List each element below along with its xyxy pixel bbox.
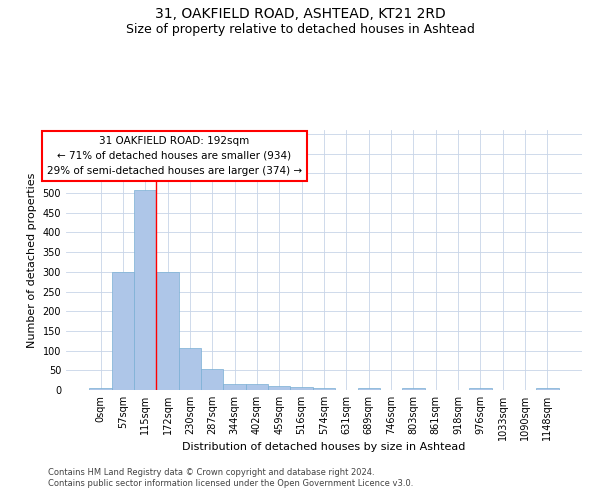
Bar	[246, 384, 268, 390]
Text: Contains HM Land Registry data © Crown copyright and database right 2024.
Contai: Contains HM Land Registry data © Crown c…	[48, 468, 413, 487]
Y-axis label: Number of detached properties: Number of detached properties	[27, 172, 37, 348]
Text: Size of property relative to detached houses in Ashtead: Size of property relative to detached ho…	[125, 22, 475, 36]
Bar	[201, 369, 223, 390]
Bar	[268, 386, 290, 390]
Text: Distribution of detached houses by size in Ashtead: Distribution of detached houses by size …	[182, 442, 466, 452]
Text: 31 OAKFIELD ROAD: 192sqm
← 71% of detached houses are smaller (934)
29% of semi-: 31 OAKFIELD ROAD: 192sqm ← 71% of detach…	[47, 136, 302, 175]
Bar	[536, 388, 559, 390]
Bar	[402, 388, 425, 390]
Bar	[223, 384, 246, 390]
Bar	[112, 272, 134, 390]
Bar	[313, 388, 335, 390]
Bar	[469, 388, 491, 390]
Bar	[157, 272, 179, 390]
Bar	[89, 388, 112, 390]
Text: 31, OAKFIELD ROAD, ASHTEAD, KT21 2RD: 31, OAKFIELD ROAD, ASHTEAD, KT21 2RD	[155, 8, 445, 22]
Bar	[358, 388, 380, 390]
Bar	[290, 387, 313, 390]
Bar	[179, 348, 201, 390]
Bar	[134, 190, 157, 390]
